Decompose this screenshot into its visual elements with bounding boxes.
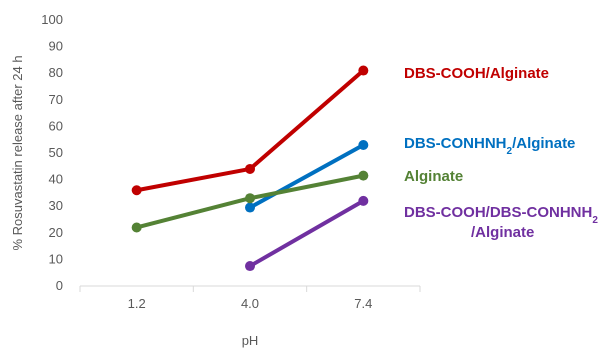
series-4	[245, 195, 369, 272]
y-tick-label: 60	[49, 118, 63, 133]
series-1	[131, 65, 369, 196]
data-point	[358, 140, 369, 151]
data-point	[131, 222, 142, 233]
data-point	[245, 193, 255, 204]
x-tick-label: 1.2	[128, 296, 146, 311]
data-point	[131, 185, 142, 196]
data-point	[358, 170, 369, 181]
y-axis-ticks: 0 10 20 30 40 50 60 70 80 90 100	[41, 12, 63, 293]
legend-label-alginate: Alginate	[404, 168, 463, 185]
y-tick-label: 50	[49, 145, 63, 160]
x-axis-ticks: 1.2 4.0 7.4	[79, 286, 421, 311]
data-point	[358, 195, 369, 206]
legend-label-dbs-cooh-dbs-conhnh2-alginate: DBS-COOH/DBS-CONHNH2	[404, 204, 598, 226]
y-tick-label: 20	[49, 225, 63, 240]
data-point	[245, 163, 255, 174]
y-tick-label: 100	[41, 12, 63, 27]
x-tick-label: 4.0	[241, 296, 259, 311]
series-line	[248, 143, 366, 210]
series-line	[248, 198, 366, 269]
y-tick-label: 40	[49, 172, 63, 187]
legend-label-dbs-conhnh2-alginate: DBS-CONHNH2/Alginate	[404, 135, 575, 157]
data-point	[245, 261, 255, 272]
x-axis-title: pH	[242, 333, 259, 348]
data-point	[358, 65, 369, 76]
legend: DBS-COOH/Alginate DBS-CONHNH2/Alginate A…	[404, 65, 598, 241]
x-tick-label: 7.4	[354, 296, 372, 311]
y-tick-label: 80	[49, 65, 63, 80]
data-point	[245, 202, 255, 213]
y-tick-label: 30	[49, 198, 63, 213]
series-2	[245, 140, 369, 213]
y-tick-label: 10	[49, 251, 63, 266]
legend-label-dbs-cooh-dbs-conhnh2-alginate-line2: /Alginate	[471, 224, 534, 241]
y-tick-label: 70	[49, 92, 63, 107]
series-3	[131, 170, 369, 233]
series-layer	[131, 65, 369, 272]
y-axis-title: % Rosuvastatin release after 24 h	[10, 55, 25, 250]
y-tick-label: 0	[56, 278, 63, 293]
legend-label-dbs-cooh-alginate: DBS-COOH/Alginate	[404, 65, 549, 82]
y-tick-label: 90	[49, 39, 63, 54]
